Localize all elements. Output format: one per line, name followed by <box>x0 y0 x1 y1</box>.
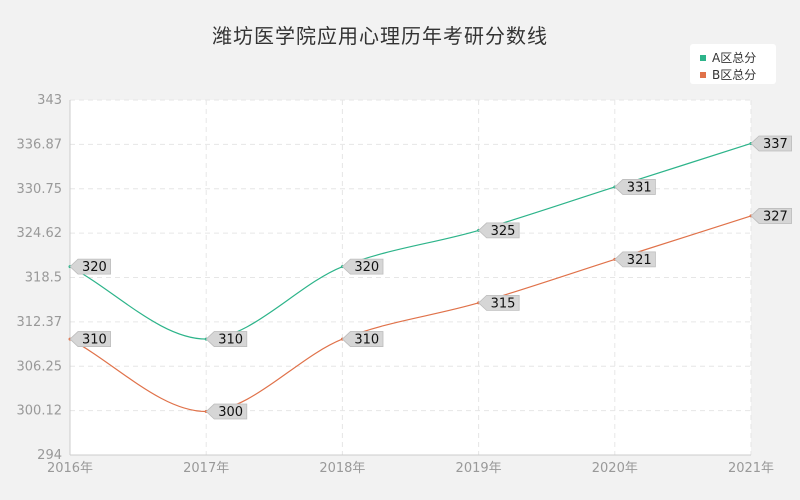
legend-label-b: B区总分 <box>712 68 757 82</box>
data-label: 327 <box>763 209 788 224</box>
data-label: 321 <box>627 253 652 268</box>
data-label-box <box>69 258 111 275</box>
data-label: 310 <box>354 333 379 348</box>
axes: 294 300.12 306.25 312.37 318.5 324.62 330.75 33… <box>17 93 775 476</box>
legend-label-a: A区总分 <box>712 51 757 65</box>
x-tick-label: 2016年 <box>47 461 93 476</box>
data-label: 310 <box>82 333 107 348</box>
y-tick-label: 312.37 <box>17 315 63 330</box>
y-tick-label: 336.87 <box>17 137 63 152</box>
y-tick-label: 330.75 <box>17 182 63 197</box>
y-tick-label: 294 <box>37 448 62 463</box>
data-label-box <box>205 331 248 347</box>
data-label: 310 <box>218 333 243 348</box>
y-tick-label: 324.62 <box>17 226 63 241</box>
x-tick-label: 2021年 <box>728 461 774 476</box>
data-label-box <box>614 179 656 195</box>
x-tick-label: 2017年 <box>183 461 229 476</box>
data-label-box <box>614 251 656 268</box>
y-tick-label: 343 <box>37 93 62 108</box>
legend-item-b[interactable]: B区总分 <box>700 66 756 83</box>
data-label: 325 <box>491 224 516 239</box>
legend-swatch-a <box>700 54 706 61</box>
data-label: 300 <box>218 405 243 420</box>
data-label-box <box>750 208 792 224</box>
data-label-box <box>341 258 384 275</box>
x-tick-label: 2018年 <box>319 461 365 476</box>
data-label: 320 <box>354 260 379 275</box>
data-label-box <box>478 294 520 311</box>
data-label-box <box>750 135 792 152</box>
chart-title: 潍坊医学院应用心理历年考研分数线 <box>212 24 548 48</box>
data-label-box <box>478 222 520 239</box>
data-label-box <box>69 331 111 347</box>
data-label: 331 <box>627 180 652 195</box>
legend: A区总分 B区总分 <box>690 44 776 84</box>
data-label-box <box>205 403 248 420</box>
y-tick-label: 306.25 <box>17 359 63 374</box>
data-label: 320 <box>82 260 107 275</box>
x-tick-label: 2020年 <box>592 461 638 476</box>
y-tick-label: 318.5 <box>25 271 62 286</box>
data-label: 315 <box>491 296 516 311</box>
x-tick-label: 2019年 <box>456 461 502 476</box>
legend-item-a[interactable]: A区总分 <box>700 49 756 66</box>
data-label: 337 <box>763 137 788 152</box>
data-labels: 320 310 320 325 331 337 310 300 310 315 321 327 <box>69 135 792 420</box>
legend-swatch-b <box>700 71 706 78</box>
y-tick-label: 300.12 <box>17 404 63 419</box>
data-label-box <box>341 331 384 347</box>
